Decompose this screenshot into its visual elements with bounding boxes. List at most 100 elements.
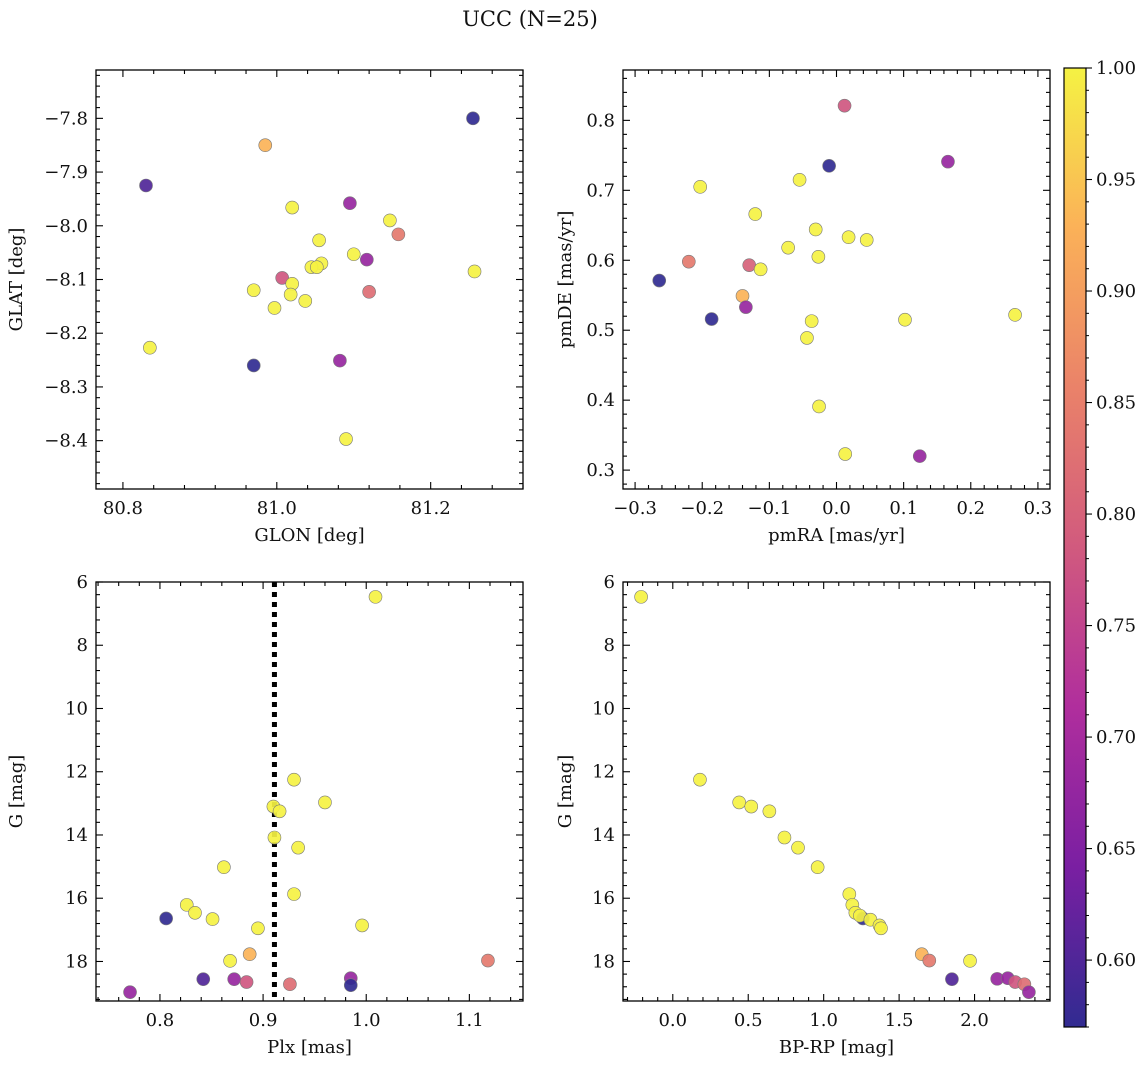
scatter-point xyxy=(467,264,482,279)
x-tick-label: 0.2 xyxy=(956,498,985,519)
scatter-point xyxy=(123,985,137,999)
colorbar-tick-label: 0.70 xyxy=(1096,727,1136,748)
scatter-point xyxy=(217,860,231,875)
panel-glon-glat: 80.8 81.0 81.2 −7.8 −7.9 −8.0 −8.1 −8.2 −8.3 −8.4… xyxy=(6,69,524,546)
scatter-point xyxy=(822,159,836,173)
scatter-point xyxy=(898,312,912,327)
x-tick-label: 1.0 xyxy=(352,1010,381,1031)
scatter-point xyxy=(159,911,173,926)
x-tick-label: −0.1 xyxy=(748,498,792,519)
y-tick-label: −8.4 xyxy=(44,431,88,452)
y-tick-label: −7.9 xyxy=(44,162,88,183)
scatter-point xyxy=(792,173,807,187)
y-tick-label: 18 xyxy=(65,951,88,972)
scatter-point xyxy=(812,399,826,414)
axis-ticks xyxy=(96,581,523,1001)
scatter-point xyxy=(139,178,153,193)
x-tick-label: 0.8 xyxy=(146,1010,175,1031)
scatter-point xyxy=(339,432,353,446)
scatter-point xyxy=(762,804,777,819)
scatter-point xyxy=(941,154,955,169)
scatter-points xyxy=(652,98,1022,463)
colorbar-tick-label: 0.95 xyxy=(1096,170,1136,191)
axis-ticks xyxy=(623,70,1050,489)
y-tick-label: −8.1 xyxy=(44,270,88,291)
x-tick-label: −0.3 xyxy=(613,498,657,519)
scatter-point xyxy=(285,200,299,215)
scatter-point xyxy=(275,271,289,285)
scatter-point xyxy=(346,247,361,262)
scatter-point xyxy=(312,233,326,248)
scatter-point xyxy=(739,300,753,314)
y-tick-label: 16 xyxy=(65,888,88,909)
scatter-point xyxy=(481,953,495,968)
scatter-point xyxy=(251,921,265,936)
scatter-point xyxy=(791,840,805,855)
scatter-point xyxy=(291,840,305,855)
scatter-point xyxy=(693,180,708,194)
scatter-point xyxy=(368,590,383,604)
y-tick-label: 0.8 xyxy=(586,110,615,131)
x-tick-label: −0.2 xyxy=(680,498,724,519)
panel-plx-g: 0.8 0.9 1.0 1.1 6 8 10 12 14 16 18 Plx [mas] G [mag] xyxy=(6,572,524,1058)
scatter-point xyxy=(466,111,480,126)
x-tick-label: 1.5 xyxy=(885,1010,914,1031)
y-tick-label: 12 xyxy=(592,762,615,783)
scatter-point xyxy=(753,262,768,277)
scatter-point xyxy=(287,772,301,787)
y-tick-label: 18 xyxy=(592,951,615,972)
scatter-point xyxy=(188,905,202,920)
scatter-point xyxy=(383,213,397,228)
y-tick-label: 14 xyxy=(65,825,88,846)
colorbar-tick-label: 1.00 xyxy=(1096,58,1136,79)
scatter-point xyxy=(777,830,792,845)
x-axis-label-plx-mas: Plx [mas] xyxy=(267,1037,352,1058)
scatter-point xyxy=(800,331,814,345)
x-tick-label: 81.0 xyxy=(257,498,297,519)
scatter-point xyxy=(205,912,220,926)
x-axis-label-pmra-mas-yr: pmRA [mas/yr] xyxy=(768,525,905,546)
x-tick-label: 0.0 xyxy=(822,498,851,519)
x-tick-label: 0.5 xyxy=(734,1010,763,1031)
scatter-point xyxy=(922,953,937,968)
scatter-point xyxy=(143,340,157,355)
x-tick-label: 81.2 xyxy=(411,498,451,519)
y-tick-label: 0.7 xyxy=(586,180,615,201)
y-tick-label: 16 xyxy=(592,888,615,909)
y-tick-label: −7.8 xyxy=(44,108,88,129)
scatter-point xyxy=(652,273,667,288)
scatter-point xyxy=(963,954,977,968)
scatter-point xyxy=(945,972,959,986)
scatter-point xyxy=(634,590,648,604)
scatter-point xyxy=(343,196,357,211)
axis-ticks xyxy=(623,581,1050,1001)
x-tick-label: 1.0 xyxy=(809,1010,838,1031)
figure-title: UCC (N=25) xyxy=(462,7,598,31)
x-tick-label: 0.1 xyxy=(889,498,918,519)
x-tick-label: 80.8 xyxy=(103,498,143,519)
scatter-point xyxy=(272,804,287,819)
axes-frame xyxy=(622,581,1051,1002)
y-tick-label: 10 xyxy=(592,698,615,719)
scatter-points xyxy=(139,111,482,446)
axes-frame xyxy=(95,581,524,1002)
scatter-point xyxy=(267,301,282,315)
colorbar: 0.60 0.65 0.70 0.75 0.80 0.85 0.90 0.95 1.00 xyxy=(1063,58,1136,1028)
scatter-point xyxy=(810,860,825,875)
y-axis-label-g-mag: G [mag] xyxy=(6,755,27,828)
scatter-point xyxy=(874,921,888,936)
scatter-point xyxy=(693,772,707,787)
scatter-point xyxy=(781,240,795,255)
scatter-point xyxy=(704,312,719,326)
scatter-point xyxy=(912,449,927,463)
scatter-point xyxy=(343,978,358,992)
scatter-point xyxy=(362,285,376,299)
scatter-point xyxy=(859,233,874,247)
scatter-point xyxy=(744,799,759,814)
x-tick-label: 0.9 xyxy=(249,1010,278,1031)
panel-pmra-pmde: −0.3 −0.2 −0.1 0.0 0.1 0.2 0.3 0.3 0.4 0.5 0.6 0.7 0… xyxy=(555,69,1052,546)
y-tick-label: 14 xyxy=(592,825,615,846)
scatter-points xyxy=(634,590,1036,999)
axes-frame xyxy=(622,69,1051,490)
y-tick-label: 8 xyxy=(604,635,615,656)
